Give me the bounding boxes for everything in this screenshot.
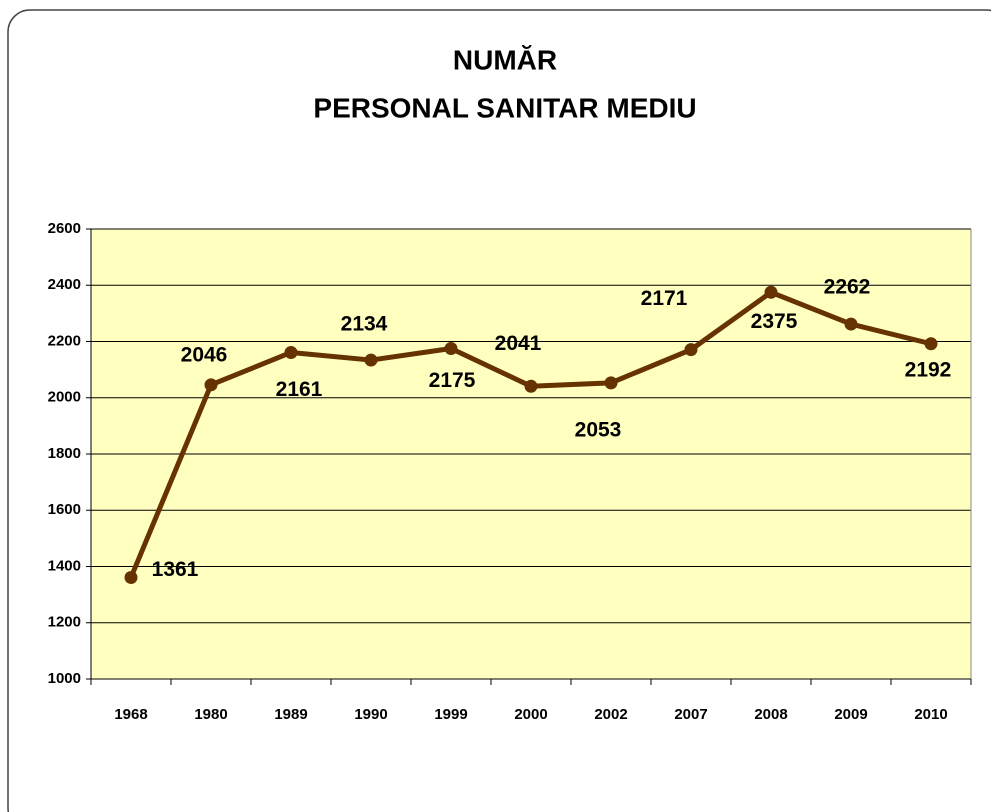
data-label: 1361 [152,558,199,581]
y-tick-label: 2200 [48,332,81,349]
x-tick-label: 1989 [274,706,307,723]
data-label: 2171 [641,287,688,310]
data-point [284,345,298,359]
x-tick-label: 2010 [914,706,947,723]
data-point [924,337,938,351]
data-label: 2375 [751,310,798,333]
data-label: 2175 [429,369,476,392]
x-tick-label: 1968 [114,706,147,723]
data-label: 2192 [905,358,952,381]
data-point [684,343,698,357]
y-tick-label: 1000 [48,670,81,687]
x-tick-label: 1990 [354,706,387,723]
x-tick-label: 2007 [674,706,707,723]
data-point [604,376,618,390]
y-tick-label: 2600 [48,220,81,237]
data-label: 2262 [824,276,871,299]
x-tick-label: 2008 [754,706,787,723]
x-tick-label: 1980 [194,706,227,723]
y-tick-label: 2400 [48,276,81,293]
data-label: 2046 [181,343,228,366]
x-tick-label: 2000 [514,706,547,723]
data-label: 2134 [341,313,388,336]
data-label: 2053 [575,418,622,441]
data-label: 2041 [495,332,542,355]
data-point [844,317,858,331]
x-tick-label: 2002 [594,706,627,723]
data-point [444,342,458,356]
chart-title: NUMĂR [453,44,557,75]
data-point [764,285,778,299]
x-tick-label: 2009 [834,706,867,723]
y-tick-label: 2000 [48,389,81,406]
y-tick-label: 1800 [48,445,81,462]
data-point [364,353,378,367]
x-tick-label: 1999 [434,706,467,723]
data-point [204,378,218,392]
data-label: 2161 [276,378,323,401]
y-tick-label: 1200 [48,614,81,631]
data-point [124,570,138,584]
chart-title: PERSONAL SANITAR MEDIU [313,92,696,123]
y-tick-label: 1600 [48,501,81,518]
data-point [524,379,538,393]
y-tick-label: 1400 [48,557,81,574]
